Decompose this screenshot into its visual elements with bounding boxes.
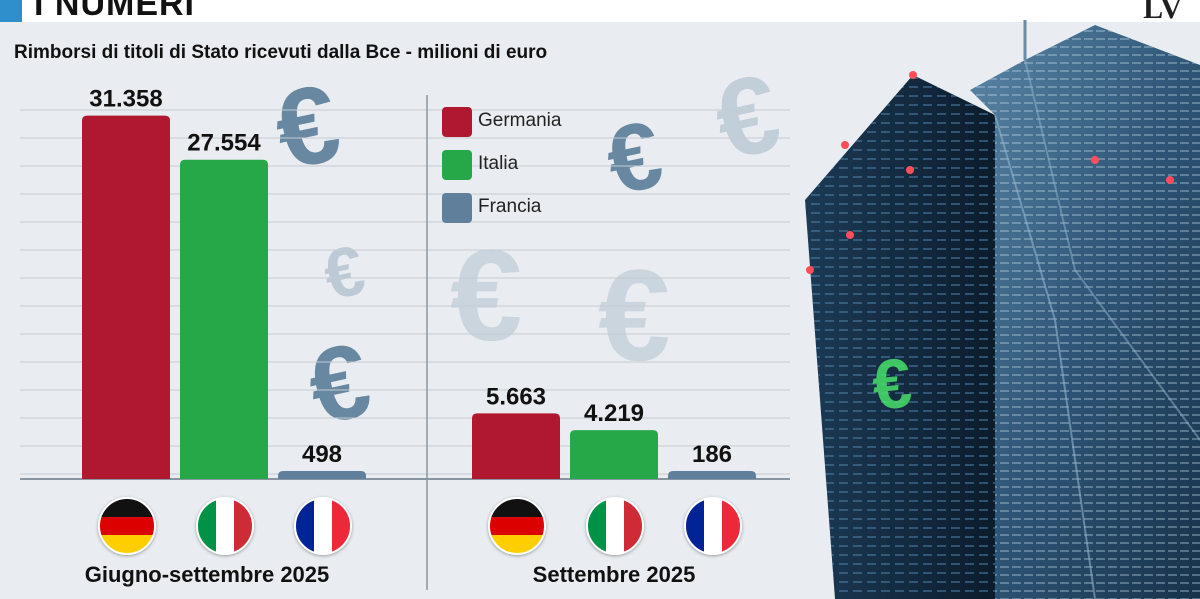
germany-flag-icon <box>488 497 546 555</box>
bar-value-label: 186 <box>692 441 732 468</box>
legend-swatch <box>442 107 472 137</box>
italy-flag-icon <box>196 497 254 555</box>
euro-icon: € <box>598 242 670 388</box>
bar-francia <box>278 471 366 479</box>
bar-italia <box>180 159 268 480</box>
bar-francia <box>668 471 756 479</box>
legend-label: Germania <box>478 110 562 131</box>
bar-value-label: 5.663 <box>486 383 546 410</box>
section-title: I NUMERI <box>34 0 195 22</box>
period-label-settembre: Settembre 2025 <box>532 562 696 587</box>
bar-italia <box>570 430 658 479</box>
bar-value-label: 27.554 <box>187 130 261 157</box>
bar-value-label: 31.358 <box>89 86 162 113</box>
header-bar: I NUMERI LV <box>0 0 1200 22</box>
france-flag-icon <box>684 497 742 555</box>
euro-icon: € <box>317 230 371 314</box>
bar-germania <box>472 413 560 479</box>
publisher-logo: LV <box>1143 0 1182 22</box>
legend-label: Italia <box>478 153 519 174</box>
bar-value-label: 4.219 <box>584 400 644 427</box>
bar-value-label: 498 <box>302 441 342 468</box>
italy-flag-icon <box>586 497 644 555</box>
euro-icon: € <box>264 60 349 193</box>
legend-swatch <box>442 193 472 223</box>
legend-label: Francia <box>478 196 542 217</box>
bar-germania <box>82 115 170 479</box>
euro-icon: € <box>298 321 379 448</box>
chart-title: Rimborsi di titoli di Stato ricevuti dal… <box>14 42 548 63</box>
svg-text:€: € <box>868 343 915 425</box>
euro-icon: € <box>704 50 789 183</box>
france-flag-icon <box>294 497 352 555</box>
ecb-building-image: € <box>805 20 1200 599</box>
euro-icon: € <box>597 101 671 216</box>
header-accent <box>0 0 22 22</box>
euro-icon: € <box>450 222 522 368</box>
legend-swatch <box>442 150 472 180</box>
germany-flag-icon <box>98 497 156 555</box>
period-label-giugno-settembre: Giugno-settembre 2025 <box>84 562 330 587</box>
